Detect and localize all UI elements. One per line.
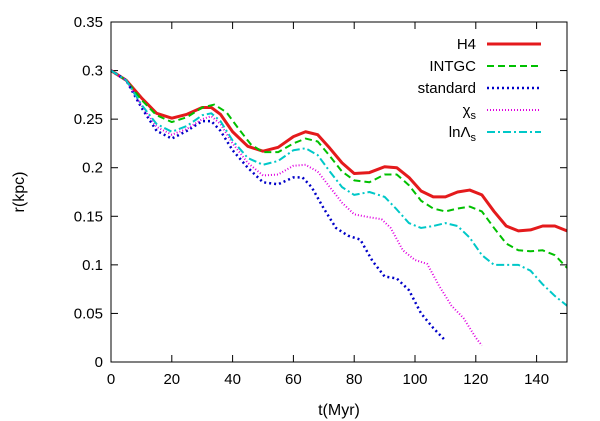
x-tick-label: 100 — [402, 371, 427, 388]
legend-label-main: χ — [463, 102, 471, 119]
tick-labels-layer: 0 20 40 60 80 100 120 140 0 0.05 0.1 0.15 0.2 0.25 0.3… — [74, 14, 549, 388]
y-tick-label: 0 — [95, 354, 103, 371]
x-tick-label: 140 — [524, 371, 549, 388]
legend-label-intgc: INTGC — [429, 58, 476, 75]
y-tick-label: 0.25 — [74, 111, 103, 128]
series-line-intgc — [110, 69, 568, 269]
y-tick-label: 0.05 — [74, 305, 103, 322]
legend-label-ln-s: lnΛs — [449, 124, 477, 144]
y-tick-label: 0.15 — [74, 208, 103, 225]
legend-label-s: χs — [463, 102, 477, 122]
series-line-ln-s — [110, 69, 568, 307]
x-tick-label: 40 — [224, 371, 241, 388]
legend-label-main: INTGC — [429, 58, 476, 75]
y-tick-label: 0.35 — [74, 14, 103, 31]
x-axis-title: t(Myr) — [318, 402, 360, 419]
series-layer — [110, 69, 568, 347]
legend-label-main: lnΛ — [449, 124, 471, 141]
x-tick-label: 80 — [346, 371, 363, 388]
legend-label-main: standard — [418, 80, 476, 97]
series-line-h4 — [110, 69, 568, 233]
y-tick-label: 0.2 — [82, 160, 103, 177]
x-tick-label: 0 — [107, 371, 115, 388]
legend-label-h4: H4 — [457, 36, 476, 53]
legend-label-sub: s — [471, 132, 477, 144]
series-line-standard — [110, 69, 447, 342]
x-tick-label: 60 — [285, 371, 302, 388]
y-tick-label: 0.3 — [82, 63, 103, 80]
ticks-layer — [110, 21, 567, 363]
plot-frame — [110, 21, 568, 363]
legend-label-standard: standard — [418, 80, 476, 97]
legend-label-main: H4 — [457, 36, 476, 53]
y-axis-title: r(kpc) — [11, 172, 28, 213]
y-tick-label: 0.1 — [82, 257, 103, 274]
x-tick-label: 20 — [163, 371, 180, 388]
legend-label-sub: s — [471, 110, 477, 122]
series-line-s — [110, 69, 483, 347]
x-tick-label: 120 — [463, 371, 488, 388]
